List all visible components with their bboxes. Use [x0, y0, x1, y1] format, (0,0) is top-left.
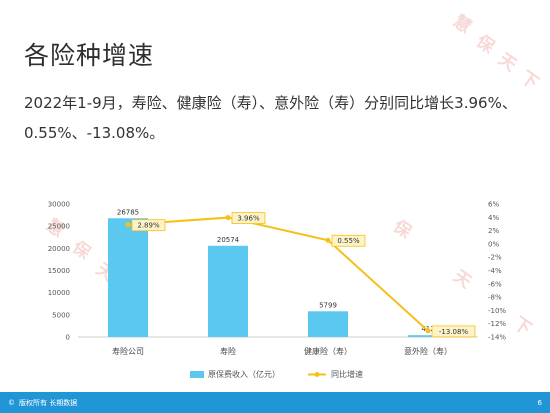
copyright-icon: ©: [8, 398, 15, 407]
y-left-tick-label: 30000: [48, 201, 70, 209]
category-label: 健康险（寿）: [304, 346, 352, 356]
y-right-tick-label: 6%: [488, 201, 499, 209]
watermark-char: 保: [472, 31, 498, 58]
line-label-box: [331, 234, 366, 247]
y-right-tick-label: -6%: [488, 280, 502, 288]
growth-point: [225, 215, 231, 221]
bar-data-label: 26785: [117, 208, 139, 216]
line-data-label: 2.89%: [137, 222, 160, 230]
y-right-tick-label: 0%: [488, 240, 499, 248]
legend-bar-label: 原保费收入（亿元）: [208, 369, 280, 379]
bar-data-label: 5799: [319, 301, 337, 309]
growth-point: [325, 237, 331, 243]
growth-point: [425, 328, 431, 334]
line-label-box: [131, 219, 166, 232]
bar: [308, 311, 348, 337]
category-label: 意外险（寿）: [404, 346, 452, 356]
page-title: 各险种增速: [24, 41, 155, 70]
y-right-tick-label: -4%: [488, 267, 502, 275]
y-right-tick-label: 4%: [488, 214, 499, 222]
watermark-char: 慧: [449, 11, 475, 38]
bar: [108, 218, 148, 337]
legend-line-label: 同比增速: [331, 369, 363, 379]
y-right-tick-label: 2%: [488, 227, 499, 235]
y-left-tick-label: 10000: [48, 289, 70, 297]
page-number: 6: [537, 398, 542, 407]
y-left-tick-label: 25000: [48, 223, 70, 231]
y-left-tick-label: 15000: [48, 267, 70, 275]
y-right-tick-label: -12%: [488, 320, 506, 328]
y-right-tick-label: -8%: [488, 294, 502, 302]
bar: [408, 335, 448, 337]
y-left-tick-label: 20000: [48, 245, 70, 253]
line-data-label: 0.55%: [337, 237, 360, 245]
bar: [208, 245, 248, 337]
line-label-box: [231, 212, 266, 224]
line-label-box: [431, 325, 476, 338]
y-right-tick-label: -10%: [488, 307, 506, 315]
y-right-tick-label: -14%: [488, 334, 506, 342]
category-label: 寿险公司: [112, 346, 144, 356]
growth-point: [125, 222, 131, 228]
line-data-label: 3.96%: [237, 215, 260, 223]
legend-bar-swatch: [190, 371, 204, 378]
page-subtitle: 2022年1-9月，寿险、健康险（寿）、意外险（寿）分别同比增长3.96%、0.…: [24, 94, 517, 142]
line-data-label: -13.08%: [439, 328, 469, 336]
combo-chart: 0 5000 10000 15000 20000 25000 30000 6% 4% 2% 0% -2…: [48, 201, 507, 380]
bar-data-label: 20574: [217, 236, 240, 244]
growth-line: [127, 216, 429, 332]
footer-text: 版权所有 长期数据: [19, 398, 78, 407]
y-right-tick-label: -2%: [488, 254, 502, 262]
y-left-tick-label: 0: [66, 334, 70, 342]
y-left-tick-label: 5000: [52, 311, 70, 319]
category-label: 寿险: [220, 346, 236, 356]
footer-bar: © 版权所有 长期数据 6: [0, 392, 550, 413]
legend-line-marker: [314, 372, 320, 377]
watermark-char: 天: [494, 49, 520, 76]
